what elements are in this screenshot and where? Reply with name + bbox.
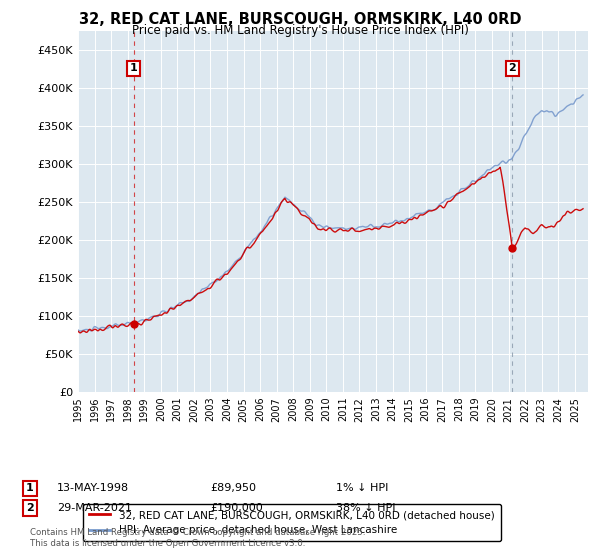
- Text: 38% ↓ HPI: 38% ↓ HPI: [336, 503, 395, 513]
- Text: 32, RED CAT LANE, BURSCOUGH, ORMSKIRK, L40 0RD: 32, RED CAT LANE, BURSCOUGH, ORMSKIRK, L…: [79, 12, 521, 27]
- Text: 1% ↓ HPI: 1% ↓ HPI: [336, 483, 388, 493]
- Text: Price paid vs. HM Land Registry's House Price Index (HPI): Price paid vs. HM Land Registry's House …: [131, 24, 469, 37]
- Text: £190,000: £190,000: [210, 503, 263, 513]
- Legend: 32, RED CAT LANE, BURSCOUGH, ORMSKIRK, L40 0RD (detached house), HPI: Average pr: 32, RED CAT LANE, BURSCOUGH, ORMSKIRK, L…: [83, 504, 500, 542]
- Text: 1: 1: [130, 63, 137, 73]
- Text: 1: 1: [26, 483, 34, 493]
- Text: 29-MAR-2021: 29-MAR-2021: [57, 503, 132, 513]
- Text: Contains HM Land Registry data © Crown copyright and database right 2025.
This d: Contains HM Land Registry data © Crown c…: [30, 528, 365, 548]
- Text: 2: 2: [509, 63, 517, 73]
- Text: 2: 2: [26, 503, 34, 513]
- Text: 13-MAY-1998: 13-MAY-1998: [57, 483, 129, 493]
- Text: £89,950: £89,950: [210, 483, 256, 493]
